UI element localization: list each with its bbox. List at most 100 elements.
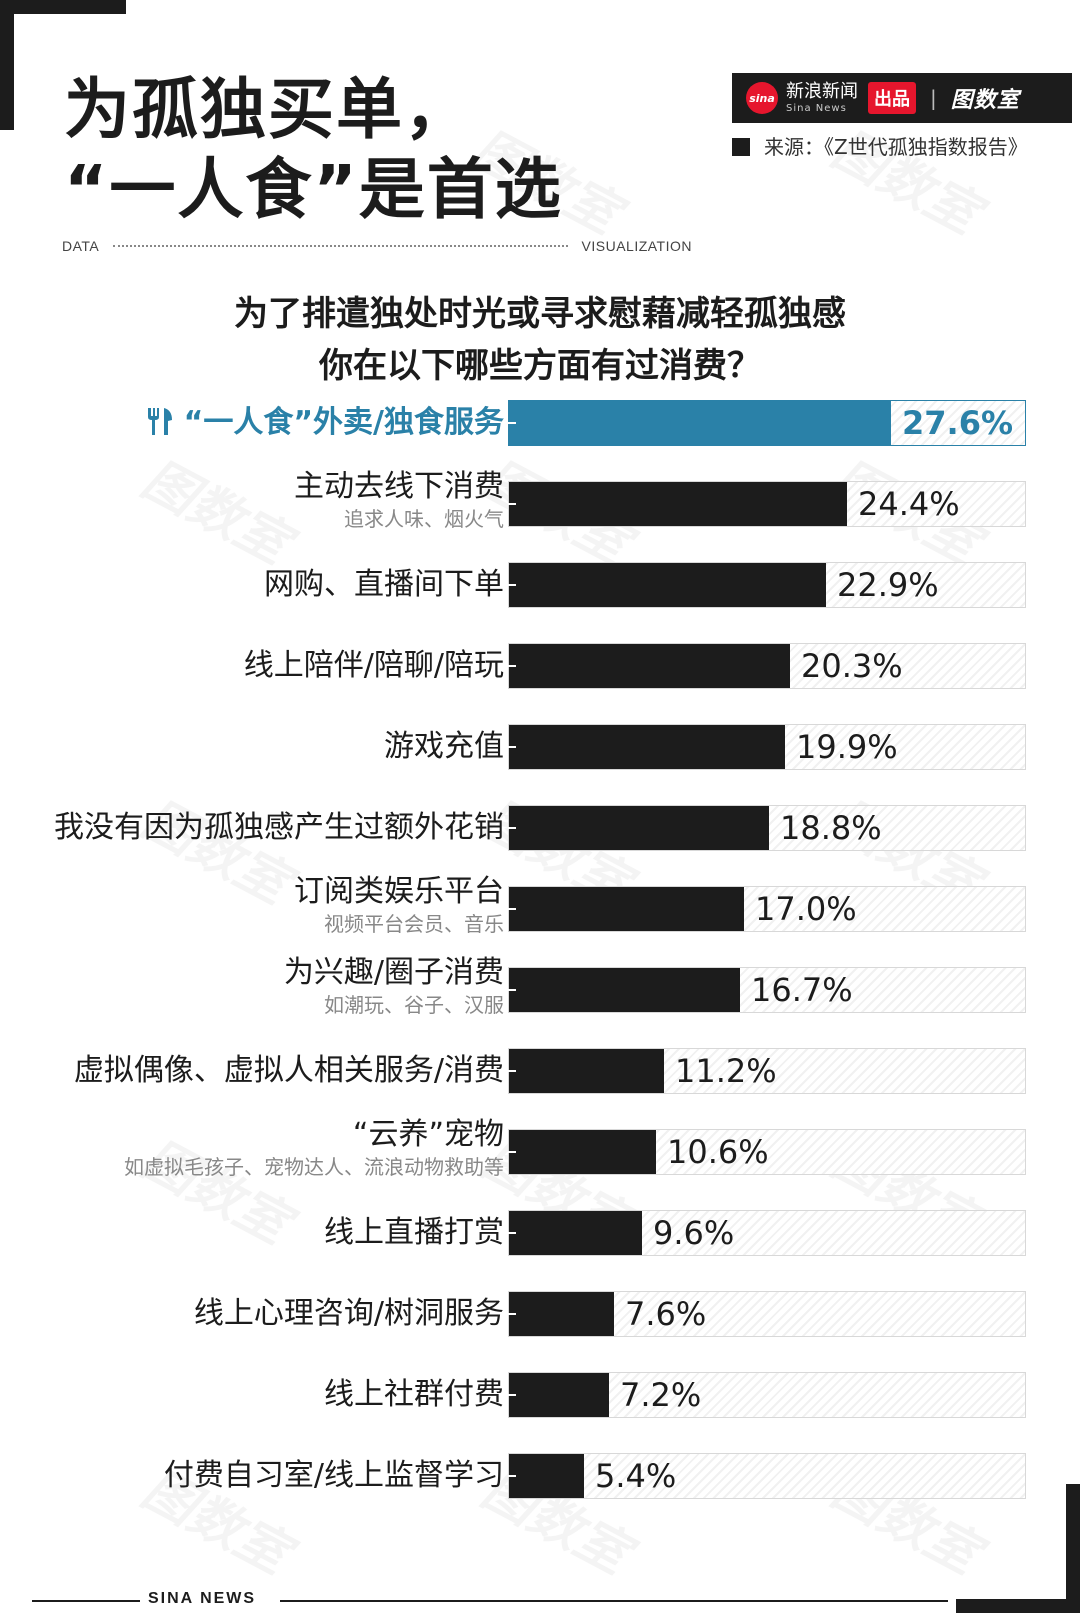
bar-tick xyxy=(508,908,516,910)
bar xyxy=(509,482,847,526)
bar-track xyxy=(508,481,1026,527)
bar-tick xyxy=(508,584,516,586)
bar xyxy=(509,887,744,931)
bar-label-text: 虚拟偶像、虚拟人相关服务/消费 xyxy=(73,1053,504,1088)
bar-row: 主动去线下消费 追求人味、烟火气 24.4% xyxy=(0,469,1080,553)
sina-brand-cn: 新浪新闻 xyxy=(786,80,858,102)
sina-brand: 新浪新闻 Sina News xyxy=(786,80,858,114)
bar-label-text: 付费自习室/线上监督学习 xyxy=(163,1458,504,1493)
page-title: 为孤独买单， “一人食”是首选 xyxy=(64,70,563,230)
bar-value-label: 9.6% xyxy=(653,1214,735,1252)
page-title-line2: “一人食”是首选 xyxy=(64,151,563,228)
sina-logo-icon: sina xyxy=(746,82,778,114)
studio-logo: 图数室 xyxy=(950,88,1020,113)
bar-row: 线上社群付费 7.2% xyxy=(0,1372,1080,1444)
bar-label-block: 线上心理咨询/树洞服务 xyxy=(194,1294,504,1334)
bar-track xyxy=(508,1129,1026,1175)
bar-label-block: 线上直播打赏 xyxy=(324,1213,504,1253)
bar-label: 游戏充值 xyxy=(384,727,504,767)
bar-label: 线上陪伴/陪聊/陪玩 xyxy=(244,646,504,686)
bar-row: 游戏充值 19.9% xyxy=(0,724,1080,796)
bar-sublabel: 追求人味、烟火气 xyxy=(344,507,504,531)
bar-row: 虚拟偶像、虚拟人相关服务/消费 11.2% xyxy=(0,1048,1080,1120)
bar-label-block: 主动去线下消费 追求人味、烟火气 xyxy=(294,467,504,531)
bar-tick xyxy=(508,1232,516,1234)
bar-track xyxy=(508,886,1026,932)
chart-title-line2: 你在以下哪些方面有过消费？ xyxy=(319,346,761,386)
bar-track xyxy=(508,967,1026,1013)
source-note: 来源：《Z世代孤独指数报告》 xyxy=(732,132,1032,162)
visualization-label: VISUALIZATION xyxy=(581,238,692,254)
chart-title: 为了排遣独处时光或寻求慰藉减轻孤独感 你在以下哪些方面有过消费？ xyxy=(0,288,1080,392)
bar-track xyxy=(508,400,1026,446)
source-square-icon xyxy=(732,138,750,156)
bar-label-text: 线上社群付费 xyxy=(324,1377,504,1412)
bar-label: 线上直播打赏 xyxy=(324,1213,504,1253)
bar-label: 订阅类娱乐平台 xyxy=(294,872,504,912)
bar xyxy=(509,1454,584,1498)
bar-row: 网购、直播间下单 22.9% xyxy=(0,562,1080,634)
bar-sublabel: 视频平台会员、音乐 xyxy=(324,912,504,936)
bar-track xyxy=(508,643,1026,689)
bar-label-block: 订阅类娱乐平台 视频平台会员、音乐 xyxy=(294,872,504,936)
bar-row: “云养”宠物 如虚拟毛孩子、宠物达人、流浪动物救助等 10.6% xyxy=(0,1117,1080,1201)
bar-label-text: 游戏充值 xyxy=(384,729,504,764)
bar xyxy=(509,806,769,850)
sina-brand-en: Sina News xyxy=(786,102,847,114)
bar-label: 网购、直播间下单 xyxy=(264,565,504,605)
bar xyxy=(509,1292,614,1336)
bar-value-label: 27.6% xyxy=(902,404,1014,442)
bar-row: 线上陪伴/陪聊/陪玩 20.3% xyxy=(0,643,1080,715)
fork-knife-icon xyxy=(147,408,172,435)
footer-line-right xyxy=(280,1600,948,1602)
bar xyxy=(509,563,826,607)
bar-value-label: 17.0% xyxy=(755,890,857,928)
bar-tick xyxy=(508,1475,516,1477)
bar-label: 付费自习室/线上监督学习 xyxy=(164,1456,504,1496)
bar-row: 线上直播打赏 9.6% xyxy=(0,1210,1080,1282)
bar-row: 付费自习室/线上监督学习 5.4% xyxy=(0,1453,1080,1525)
page-title-line1: 为孤独买单， xyxy=(64,71,472,148)
bar-track xyxy=(508,1453,1026,1499)
bar-label-text: 为兴趣/圈子消费 xyxy=(283,955,504,990)
data-visualization-line: DATA VISUALIZATION xyxy=(62,238,692,254)
bar xyxy=(509,1211,642,1255)
bar-label-block: “一人食”外卖/独食服务 xyxy=(144,403,504,443)
bar-label: 线上心理咨询/树洞服务 xyxy=(194,1294,504,1334)
bar-tick xyxy=(508,1394,516,1396)
bar-label-block: 线上陪伴/陪聊/陪玩 xyxy=(244,646,504,686)
bar-value-label: 16.7% xyxy=(751,971,853,1009)
bar xyxy=(509,968,740,1012)
produced-badge: 出品 xyxy=(868,82,916,114)
bar-value-label: 18.8% xyxy=(780,809,882,847)
bar-label: 主动去线下消费 xyxy=(294,467,504,507)
bar-tick xyxy=(508,1313,516,1315)
bar-track xyxy=(508,1048,1026,1094)
bar-label: 为兴趣/圈子消费 xyxy=(284,953,504,993)
bar-label-text: 我没有因为孤独感产生过额外花销 xyxy=(54,810,504,845)
corner-mark-top-left-v xyxy=(0,0,14,130)
bar-track xyxy=(508,1372,1026,1418)
bar xyxy=(509,401,891,445)
bar-label-block: 付费自习室/线上监督学习 xyxy=(164,1456,504,1496)
bar-tick xyxy=(508,1151,516,1153)
bar-label-block: “云养”宠物 如虚拟毛孩子、宠物达人、流浪动物救助等 xyxy=(124,1115,504,1179)
bar-row: 我没有因为孤独感产生过额外花销 18.8% xyxy=(0,805,1080,877)
bar xyxy=(509,1130,656,1174)
bar-row: 订阅类娱乐平台 视频平台会员、音乐 17.0% xyxy=(0,874,1080,958)
bar-value-label: 19.9% xyxy=(796,728,898,766)
dotted-divider xyxy=(113,245,568,247)
brand-separator: | xyxy=(930,86,937,110)
bar-track xyxy=(508,562,1026,608)
bar-label-text: 网购、直播间下单 xyxy=(264,567,504,602)
bar-label-block: 游戏充值 xyxy=(384,727,504,767)
bar-label-block: 线上社群付费 xyxy=(324,1375,504,1415)
bar xyxy=(509,1049,664,1093)
bar-label: 虚拟偶像、虚拟人相关服务/消费 xyxy=(74,1051,504,1091)
bar-label-text: 线上陪伴/陪聊/陪玩 xyxy=(243,648,504,683)
bar-sublabel: 如虚拟毛孩子、宠物达人、流浪动物救助等 xyxy=(124,1155,504,1179)
bar-value-label: 10.6% xyxy=(667,1133,769,1171)
brand-bar: sina 新浪新闻 Sina News 出品 | 图数室 xyxy=(732,73,1072,123)
chart-title-line1: 为了排遣独处时光或寻求慰藉减轻孤独感 xyxy=(234,294,846,334)
bar-sublabel: 如潮玩、谷子、汉服 xyxy=(324,993,504,1017)
